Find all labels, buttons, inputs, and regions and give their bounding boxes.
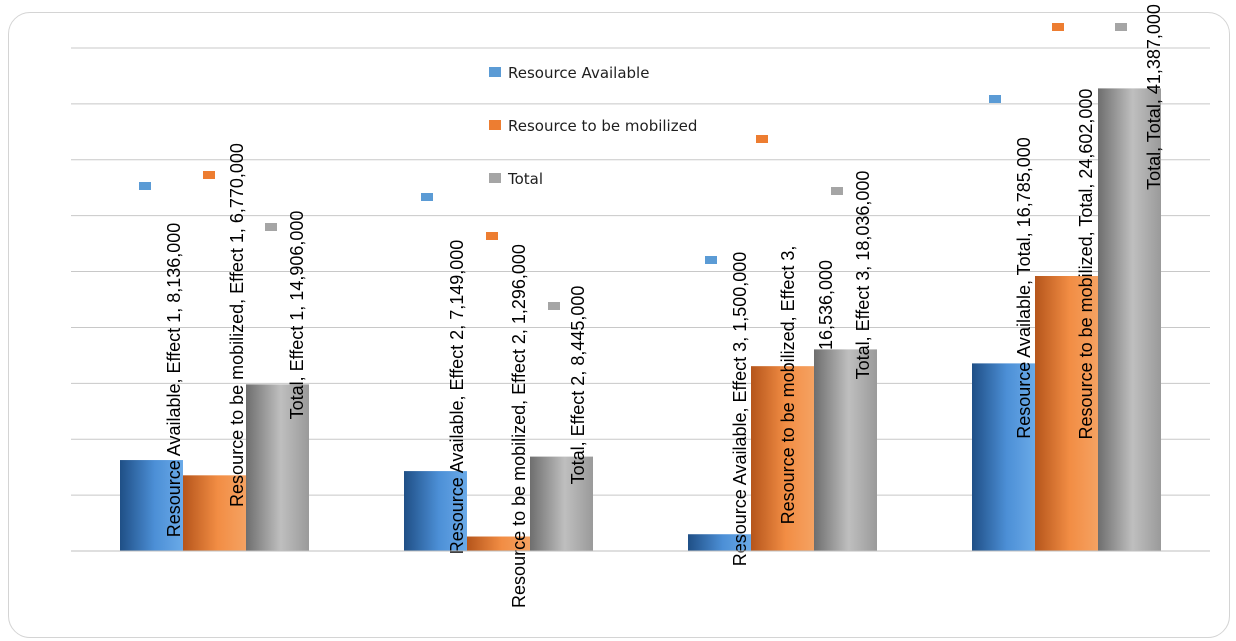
bar	[814, 349, 877, 551]
data-label-marker	[265, 223, 277, 231]
data-label: Resource Available, Effect 3, 1,500,000	[730, 252, 750, 567]
bar	[972, 363, 1035, 551]
bar	[183, 475, 246, 551]
data-label: Resource Available, Effect 1, 8,136,000	[164, 223, 184, 538]
data-label: Total, Effect 3, 18,036,000	[853, 171, 873, 380]
data-label: Resource Available, Effect 2, 7,149,000	[447, 240, 467, 555]
bar	[1098, 88, 1161, 551]
data-label: Resource Available, Total, 16,785,000	[1014, 137, 1034, 439]
data-label-marker	[989, 95, 1001, 103]
bar	[467, 536, 530, 551]
bar	[1035, 276, 1098, 551]
data-label-marker	[1052, 23, 1064, 31]
data-label-marker	[756, 135, 768, 143]
data-label-marker	[139, 182, 151, 190]
data-label: Total, Effect 1, 14,906,000	[287, 211, 307, 420]
bar	[751, 366, 814, 551]
data-label-marker	[421, 193, 433, 201]
data-label: Resource to be mobilized, Total, 24,602,…	[1076, 89, 1096, 440]
data-label: Resource to be mobilized, Effect 1, 6,77…	[227, 143, 247, 507]
legend-label: Resource Available	[508, 64, 649, 82]
legend-label: Resource to be mobilized	[508, 117, 697, 135]
data-label: Total, Effect 2, 8,445,000	[568, 286, 588, 485]
data-label-marker	[1115, 23, 1127, 31]
data-label-marker	[548, 302, 560, 310]
data-label: Resource to be mobilized, Effect 3,	[778, 246, 798, 525]
bar	[120, 460, 183, 551]
data-label-marker	[486, 232, 498, 240]
data-label: 16,536,000	[816, 260, 836, 350]
data-label-marker	[831, 187, 843, 195]
data-label-marker	[203, 171, 215, 179]
data-label-marker	[705, 256, 717, 264]
bar	[246, 384, 309, 551]
bar	[688, 534, 751, 551]
legend-swatch	[489, 173, 501, 183]
bar	[404, 471, 467, 551]
data-label: Total, Total, 41,387,000	[1144, 4, 1164, 190]
legend-swatch	[489, 120, 501, 130]
legend-label: Total	[507, 170, 543, 188]
bar	[530, 456, 593, 551]
legend-swatch	[489, 67, 501, 77]
data-label: Resource to be mobilized, Effect 2, 1,29…	[509, 244, 529, 608]
